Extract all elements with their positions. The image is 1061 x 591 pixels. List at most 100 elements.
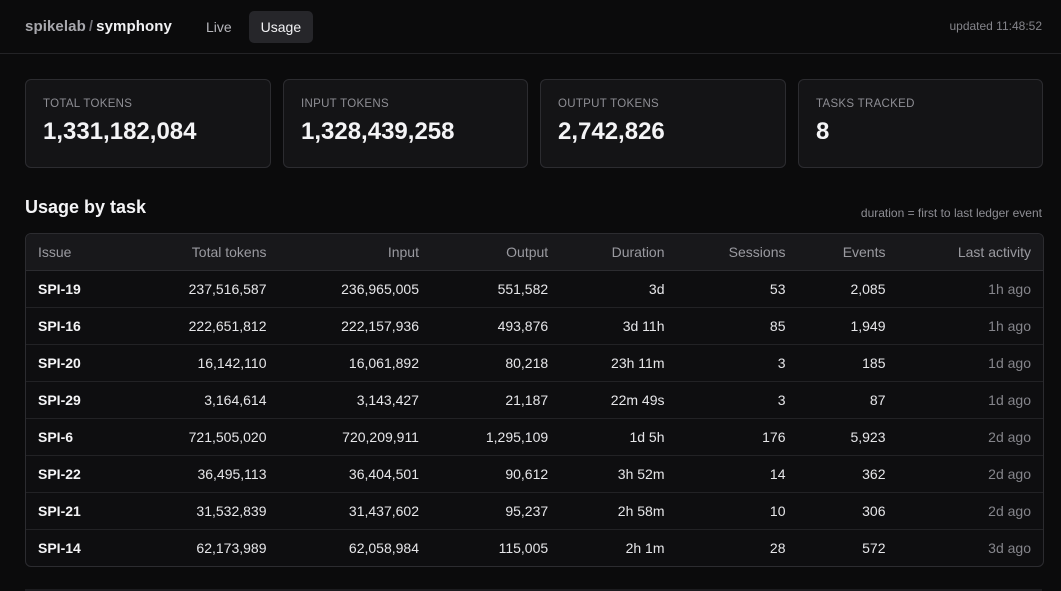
column-header-input[interactable]: Input <box>278 234 431 271</box>
column-header-duration[interactable]: Duration <box>560 234 677 271</box>
page-bottom-divider <box>25 589 1042 591</box>
cell-input: 222,157,936 <box>278 307 431 345</box>
stat-card-total-tokens: TOTAL TOKENS 1,331,182,084 <box>25 79 271 168</box>
table-header-row: Issue Total tokens Input Output Duration… <box>26 234 1043 271</box>
cell-issue[interactable]: SPI-22 <box>26 455 127 493</box>
cell-last-activity: 2d ago <box>897 492 1043 530</box>
cell-last-activity: 1h ago <box>897 307 1043 345</box>
table-row[interactable]: SPI-29 3,164,614 3,143,427 21,187 22m 49s 3 87… <box>26 381 1043 419</box>
cell-sessions: 176 <box>676 418 798 456</box>
table-row[interactable]: SPI-21 31,532,839 31,437,602 95,237 2h 58m 10… <box>26 492 1043 530</box>
cell-duration: 3h 52m <box>560 455 677 493</box>
cell-sessions: 53 <box>676 270 798 308</box>
brand-title[interactable]: spikelab / symphony <box>25 18 172 35</box>
usage-table-container: Issue Total tokens Input Output Duration… <box>25 233 1044 567</box>
cell-events: 362 <box>797 455 898 493</box>
cell-output: 80,218 <box>430 344 561 382</box>
updated-timestamp: updated 11:48:52 <box>949 19 1042 33</box>
cell-issue[interactable]: SPI-14 <box>38 539 81 556</box>
column-header-events[interactable]: Events <box>797 234 898 271</box>
cell-input: 31,437,602 <box>278 492 431 530</box>
cell-duration: 2h 58m <box>560 492 677 530</box>
cell-output: 95,237 <box>430 492 561 530</box>
cell-output: 21,187 <box>430 381 561 419</box>
cell-last-activity: 2d ago <box>897 418 1043 456</box>
cell-duration: 3d <box>560 270 677 308</box>
stats-cards: TOTAL TOKENS 1,331,182,084 INPUT TOKENS … <box>25 79 1043 168</box>
cell-input: 62,058,984 <box>348 539 419 556</box>
stat-value: 1,328,439,258 <box>301 118 455 145</box>
cell-output: 551,582 <box>430 270 561 308</box>
table-header: Issue Total tokens Input Output Duration… <box>26 234 1043 271</box>
cell-events: 185 <box>797 344 898 382</box>
stat-card-output-tokens: OUTPUT TOKENS 2,742,826 <box>540 79 786 168</box>
cell-sessions: 3 <box>676 381 798 419</box>
stat-card-input-tokens: INPUT TOKENS 1,328,439,258 <box>283 79 528 168</box>
cell-issue[interactable]: SPI-20 <box>26 344 127 382</box>
tab-usage[interactable]: Usage <box>248 10 314 43</box>
table-row[interactable]: SPI-20 16,142,110 16,061,892 80,218 23h 11m 3… <box>26 344 1043 382</box>
cell-input: 3,143,427 <box>278 381 431 419</box>
cell-duration: 3d 11h <box>560 307 677 345</box>
cell-total-tokens: 31,532,839 <box>126 492 279 530</box>
cell-duration: 1d 5h <box>560 418 677 456</box>
column-header-issue[interactable]: Issue <box>26 234 127 271</box>
cell-last-activity: 3d ago <box>988 539 1031 556</box>
cell-last-activity: 2d ago <box>897 455 1043 493</box>
cell-issue[interactable]: SPI-6 <box>26 418 127 456</box>
cell-issue[interactable]: SPI-29 <box>26 381 127 419</box>
cell-issue[interactable]: SPI-16 <box>26 307 127 345</box>
stat-value: 8 <box>816 118 830 145</box>
cell-events: 306 <box>797 492 898 530</box>
cell-events: 572 <box>862 539 886 556</box>
cell-sessions: 10 <box>676 492 798 530</box>
cell-total-tokens: 36,495,113 <box>126 455 279 493</box>
section-note: duration = first to last ledger event <box>860 206 1042 220</box>
cell-issue[interactable]: SPI-19 <box>26 270 127 308</box>
cell-events: 2,085 <box>797 270 898 308</box>
stat-card-tasks-tracked: TASKS TRACKED 8 <box>798 79 1043 168</box>
cell-total-tokens: 3,164,614 <box>126 381 279 419</box>
project-name: symphony <box>96 18 172 35</box>
cell-sessions: 85 <box>676 307 798 345</box>
stat-value: 1,331,182,084 <box>43 118 197 145</box>
table-row[interactable]: SPI-14 62,173,989 62,058,984 115,005 2h 1m 28… <box>26 529 1043 566</box>
cell-input: 16,061,892 <box>278 344 431 382</box>
cell-total-tokens: 16,142,110 <box>126 344 279 382</box>
column-header-sessions[interactable]: Sessions <box>676 234 798 271</box>
column-header-total-tokens[interactable]: Total tokens <box>126 234 279 271</box>
cell-last-activity: 1h ago <box>897 270 1043 308</box>
table-row[interactable]: SPI-6 721,505,020 720,209,911 1,295,109 1d 5… <box>26 418 1043 456</box>
top-bar: spikelab / symphony Live Usage updated 11:… <box>0 0 1061 54</box>
brand-separator: / <box>88 18 94 35</box>
cell-output: 1,295,109 <box>430 418 561 456</box>
cell-duration: 2h 1m <box>625 539 665 556</box>
cell-events: 1,949 <box>797 307 898 345</box>
cell-output: 493,876 <box>430 307 561 345</box>
stat-label: OUTPUT TOKENS <box>558 98 660 110</box>
section-title: Usage by task <box>25 197 147 217</box>
cell-last-activity: 1d ago <box>897 381 1043 419</box>
cell-sessions: 3 <box>676 344 798 382</box>
cell-sessions: 28 <box>769 539 786 556</box>
table-row[interactable]: SPI-19 237,516,587 236,965,005 551,582 3d 53 2… <box>26 270 1043 308</box>
table-row[interactable]: SPI-16 222,651,812 222,157,936 493,876 3d 11… <box>26 307 1043 345</box>
stat-label: TASKS TRACKED <box>816 98 915 110</box>
tab-live[interactable]: Live <box>205 18 232 35</box>
stat-value: 2,742,826 <box>558 118 665 145</box>
stat-label: TOTAL TOKENS <box>43 98 133 110</box>
cell-total-tokens: 721,505,020 <box>126 418 279 456</box>
cell-events: 5,923 <box>797 418 898 456</box>
table-row[interactable]: SPI-22 36,495,113 36,404,501 90,612 3h 52m 14… <box>26 455 1043 493</box>
cell-input: 36,404,501 <box>278 455 431 493</box>
cell-issue[interactable]: SPI-21 <box>26 492 127 530</box>
cell-input: 720,209,911 <box>278 418 431 456</box>
stat-label: INPUT TOKENS <box>301 98 389 110</box>
column-header-last-activity[interactable]: Last activity <box>897 234 1043 271</box>
cell-total-tokens: 222,651,812 <box>126 307 279 345</box>
column-header-output[interactable]: Output <box>430 234 561 271</box>
cell-sessions: 14 <box>676 455 798 493</box>
cell-last-activity: 1d ago <box>897 344 1043 382</box>
org-name: spikelab <box>25 18 86 35</box>
cell-output: 90,612 <box>430 455 561 493</box>
